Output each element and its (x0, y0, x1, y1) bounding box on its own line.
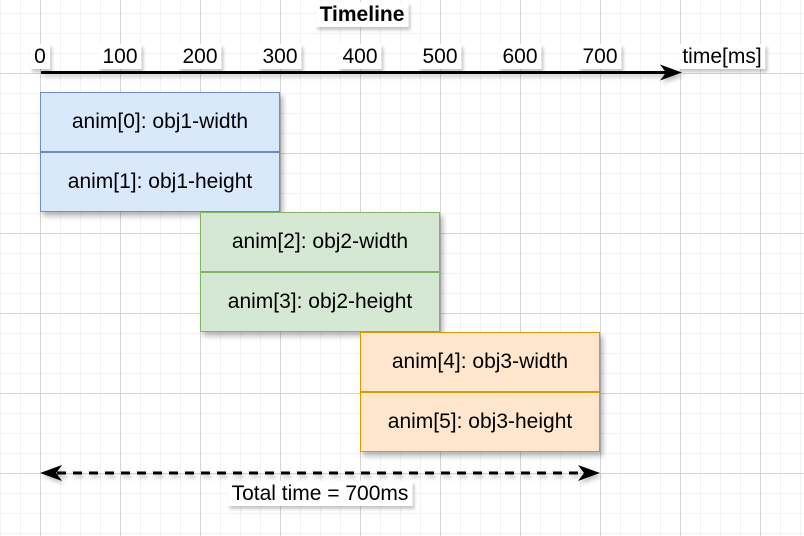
time-axis-arrow (41, 64, 682, 81)
axis-unit-label: time[ms] (678, 44, 766, 69)
arrowhead-left-icon (40, 465, 62, 481)
bar-group-obj1: anim[0]: obj1-width anim[1]: obj1-height (40, 92, 280, 212)
axis-tick-label: 400 (338, 44, 382, 69)
axis-tick-label: 200 (178, 44, 222, 69)
timeline-bar: anim[3]: obj2-height (200, 272, 440, 332)
axis-tick-label: 500 (418, 44, 462, 69)
diagram-title: Timeline (315, 2, 409, 27)
axis-tick-label: 0 (30, 44, 50, 69)
timeline-bar: anim[0]: obj1-width (40, 92, 280, 152)
arrowhead-right-icon (578, 465, 600, 481)
total-time-arrow (40, 465, 600, 481)
total-time-label: Total time = 700ms (227, 481, 413, 506)
axis-tick-label: 600 (498, 44, 542, 69)
timeline-bar: anim[2]: obj2-width (200, 212, 440, 272)
timeline-bar: anim[1]: obj1-height (40, 152, 280, 212)
timeline-bar: anim[5]: obj3-height (360, 392, 600, 452)
axis-tick-label: 700 (578, 44, 622, 69)
axis-tick-label: 300 (258, 44, 302, 69)
bar-group-obj3: anim[4]: obj3-width anim[5]: obj3-height (360, 332, 600, 452)
axis-arrowhead-icon (660, 64, 682, 81)
axis-tick-label: 100 (98, 44, 142, 69)
timeline-bar: anim[4]: obj3-width (360, 332, 600, 392)
bar-group-obj2: anim[2]: obj2-width anim[3]: obj2-height (200, 212, 440, 332)
